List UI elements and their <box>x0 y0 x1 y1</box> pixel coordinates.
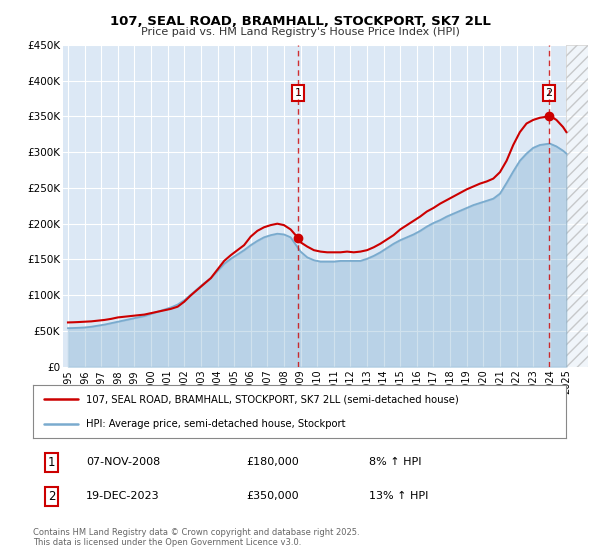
Text: Price paid vs. HM Land Registry's House Price Index (HPI): Price paid vs. HM Land Registry's House … <box>140 27 460 37</box>
Text: 107, SEAL ROAD, BRAMHALL, STOCKPORT, SK7 2LL (semi-detached house): 107, SEAL ROAD, BRAMHALL, STOCKPORT, SK7… <box>86 394 459 404</box>
Text: Contains HM Land Registry data © Crown copyright and database right 2025.
This d: Contains HM Land Registry data © Crown c… <box>33 528 359 547</box>
Text: £350,000: £350,000 <box>246 491 299 501</box>
Text: £180,000: £180,000 <box>246 458 299 468</box>
Text: 1: 1 <box>295 88 302 98</box>
Text: 2: 2 <box>48 489 55 503</box>
Text: HPI: Average price, semi-detached house, Stockport: HPI: Average price, semi-detached house,… <box>86 418 346 428</box>
Text: 13% ↑ HPI: 13% ↑ HPI <box>368 491 428 501</box>
Text: 19-DEC-2023: 19-DEC-2023 <box>86 491 160 501</box>
Text: 07-NOV-2008: 07-NOV-2008 <box>86 458 161 468</box>
Text: 107, SEAL ROAD, BRAMHALL, STOCKPORT, SK7 2LL: 107, SEAL ROAD, BRAMHALL, STOCKPORT, SK7… <box>110 15 490 28</box>
Polygon shape <box>566 45 588 367</box>
Text: 2: 2 <box>545 88 553 98</box>
Text: 8% ↑ HPI: 8% ↑ HPI <box>368 458 421 468</box>
Text: 1: 1 <box>48 456 55 469</box>
